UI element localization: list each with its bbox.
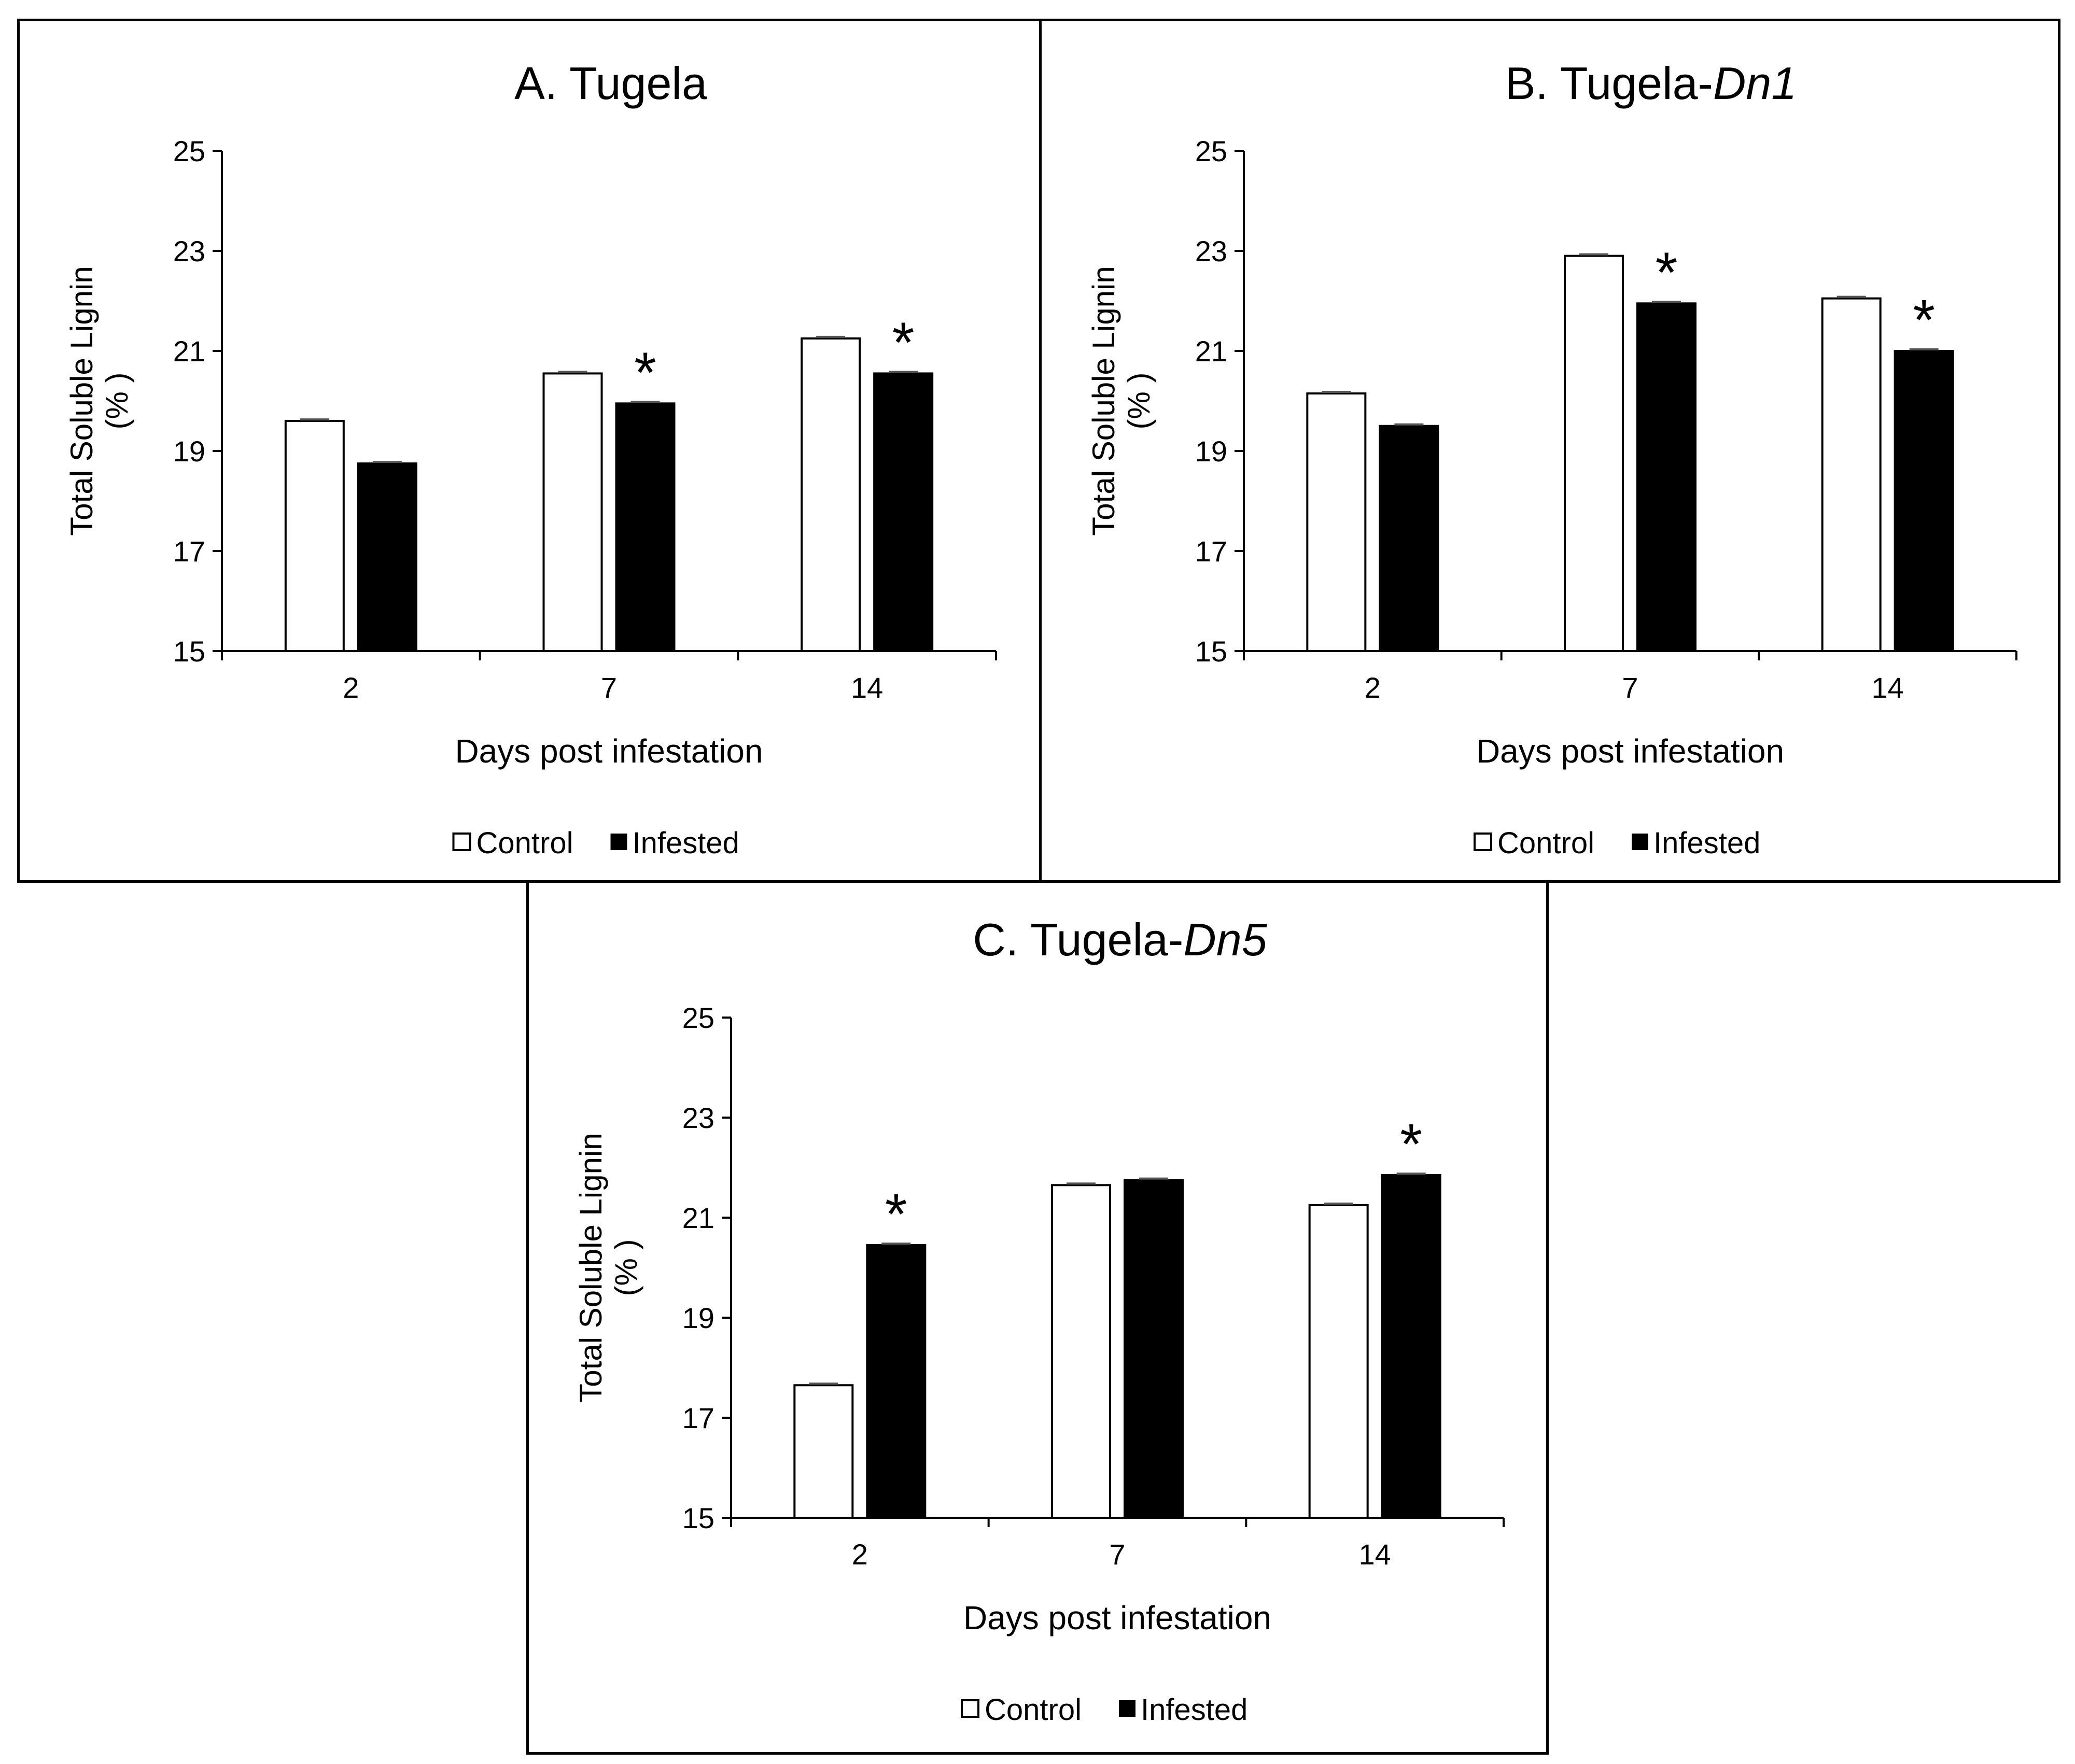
chart-b-title-italic: Dn1 [1713, 58, 1797, 109]
chart-b-ytick-label: 19 [1195, 435, 1227, 468]
chart-b-bar-control-14 [1821, 297, 1882, 652]
chart-a-bar-infested-7 [615, 402, 676, 652]
chart-b-title-text: B. Tugela- [1505, 58, 1713, 109]
chart-c-ytick-label: 15 [682, 1502, 714, 1534]
chart-b-xtick-label: 7 [1622, 671, 1638, 704]
chart-b-ytick-label: 15 [1195, 635, 1227, 668]
chart-c-bar-control-7 [1051, 1184, 1111, 1519]
chart-a-bar-infested-2 [357, 462, 417, 652]
chart-a-legend-infested: Infested [633, 826, 739, 860]
chart-a-significance-star: * [892, 311, 915, 374]
chart-b-significance-star: * [1656, 241, 1678, 304]
chart-c-ytick-label: 19 [682, 1302, 714, 1334]
chart-b-legend-swatch-control [1474, 832, 1492, 851]
chart-b-bar-infested-14 [1894, 350, 1954, 652]
chart-a-bar-control-14 [801, 337, 861, 652]
chart-c-svg: C. Tugela-Dn5 Total Soluble Lignin(% ) 15 1… [573, 914, 1505, 1727]
chart-c-title: C. Tugela-Dn5 [973, 914, 1267, 965]
chart-b-bar-control-7 [1564, 255, 1624, 652]
chart-c-legend-swatch-control [961, 1699, 979, 1718]
chart-c-title-italic: Dn5 [1183, 914, 1267, 965]
chart-c-xtick-label: 14 [1359, 1538, 1391, 1571]
chart-c-bar-infested-2 [866, 1244, 927, 1519]
chart-b-title: B. Tugela-Dn1 [1505, 58, 1797, 109]
chart-c-ytick-label: 23 [682, 1102, 714, 1134]
chart-b-ylabel-line2: (% ) [1121, 373, 1156, 430]
chart-panel-a: A. Tugela Total Soluble Lignin(% ) 15 17 19 2… [17, 19, 1042, 883]
chart-a-svg: A. Tugela Total Soluble Lignin(% ) 15 17 19 2… [64, 58, 997, 860]
chart-a-ylabel: Total Soluble Lignin(% ) [64, 266, 134, 535]
chart-a-title: A. Tugela [514, 58, 707, 109]
chart-c-xtick-label: 7 [1109, 1538, 1125, 1571]
chart-a-ytick-label: 25 [173, 135, 205, 167]
chart-a-ytick-label: 15 [173, 635, 205, 668]
chart-c-ylabel-line1: Total Soluble Lignin [573, 1133, 608, 1402]
chart-a-significance-star: * [634, 341, 656, 404]
chart-c-ylabel-line2: (% ) [609, 1239, 643, 1296]
chart-b-legend-infested: Infested [1653, 826, 1760, 860]
chart-a-title-text: A. Tugela [514, 58, 707, 109]
chart-a-legend-swatch-control [452, 832, 471, 851]
chart-b-xtick-label: 2 [1365, 671, 1381, 704]
chart-c-ylabel: Total Soluble Lignin(% ) [573, 1133, 643, 1402]
chart-b-bar-infested-2 [1379, 425, 1439, 652]
chart-a-bar-control-2 [284, 420, 345, 652]
chart-a-bar-control-7 [542, 372, 603, 652]
chart-panel-b: B. Tugela-Dn1 Total Soluble Lignin(% ) 15 1… [1039, 19, 2060, 883]
chart-c-legend-infested: Infested [1141, 1693, 1247, 1727]
chart-b-bar-control-2 [1306, 392, 1367, 653]
chart-b-ylabel: Total Soluble Lignin(% ) [1086, 266, 1156, 535]
chart-a-xtick-label: 14 [851, 671, 883, 704]
chart-a-ytick-label: 21 [173, 335, 205, 368]
chart-c-ytick-label: 21 [682, 1202, 714, 1234]
chart-c-bar-control-2 [793, 1384, 854, 1519]
chart-c-bar-infested-14 [1381, 1174, 1441, 1519]
chart-a-legend-control: Control [476, 826, 573, 860]
chart-a-ylabel-line1: Total Soluble Lignin [64, 266, 99, 535]
chart-panel-c: C. Tugela-Dn5 Total Soluble Lignin(% ) 15 1… [526, 880, 1549, 1755]
chart-c-xtick-label: 2 [852, 1538, 868, 1571]
chart-a-bar-infested-14 [873, 372, 934, 652]
chart-a-xtick-label: 2 [343, 671, 359, 704]
chart-b-ytick-label: 17 [1195, 535, 1227, 568]
chart-b-legend-control: Control [1497, 826, 1594, 860]
chart-a-ytick-label: 23 [173, 235, 205, 267]
chart-b-ylabel-line1: Total Soluble Lignin [1086, 266, 1121, 535]
chart-a-ytick-label: 19 [173, 435, 205, 468]
chart-c-bar-control-14 [1308, 1204, 1369, 1519]
chart-c-ytick-label: 17 [682, 1402, 714, 1434]
chart-a-xlabel: Days post infestation [455, 732, 763, 770]
chart-a-legend-swatch-infested [610, 834, 627, 850]
chart-c-bar-infested-7 [1124, 1179, 1184, 1519]
chart-b-legend-swatch-infested [1632, 834, 1648, 850]
chart-a-xtick-label: 7 [601, 671, 617, 704]
chart-c-ytick-label: 25 [682, 1001, 714, 1034]
chart-a-ylabel-line2: (% ) [100, 373, 134, 430]
chart-c-xlabel: Days post infestation [963, 1599, 1271, 1636]
chart-c-legend-swatch-infested [1119, 1700, 1135, 1717]
chart-b-ytick-label: 21 [1195, 335, 1227, 368]
chart-a-ytick-label: 17 [173, 535, 205, 568]
chart-c-title-text: C. Tugela- [973, 914, 1183, 965]
chart-b-ytick-label: 25 [1195, 135, 1227, 167]
chart-b-bar-infested-7 [1636, 302, 1697, 652]
chart-b-ytick-label: 23 [1195, 235, 1227, 267]
chart-b-svg: B. Tugela-Dn1 Total Soluble Lignin(% ) 15 1… [1086, 58, 2017, 860]
chart-c-significance-star: * [885, 1182, 907, 1246]
chart-b-significance-star: * [1913, 288, 1935, 352]
chart-c-significance-star: * [1400, 1112, 1422, 1176]
chart-b-xtick-label: 14 [1872, 671, 1904, 704]
chart-c-legend-control: Control [985, 1693, 1082, 1727]
chart-b-xlabel: Days post infestation [1476, 732, 1784, 770]
